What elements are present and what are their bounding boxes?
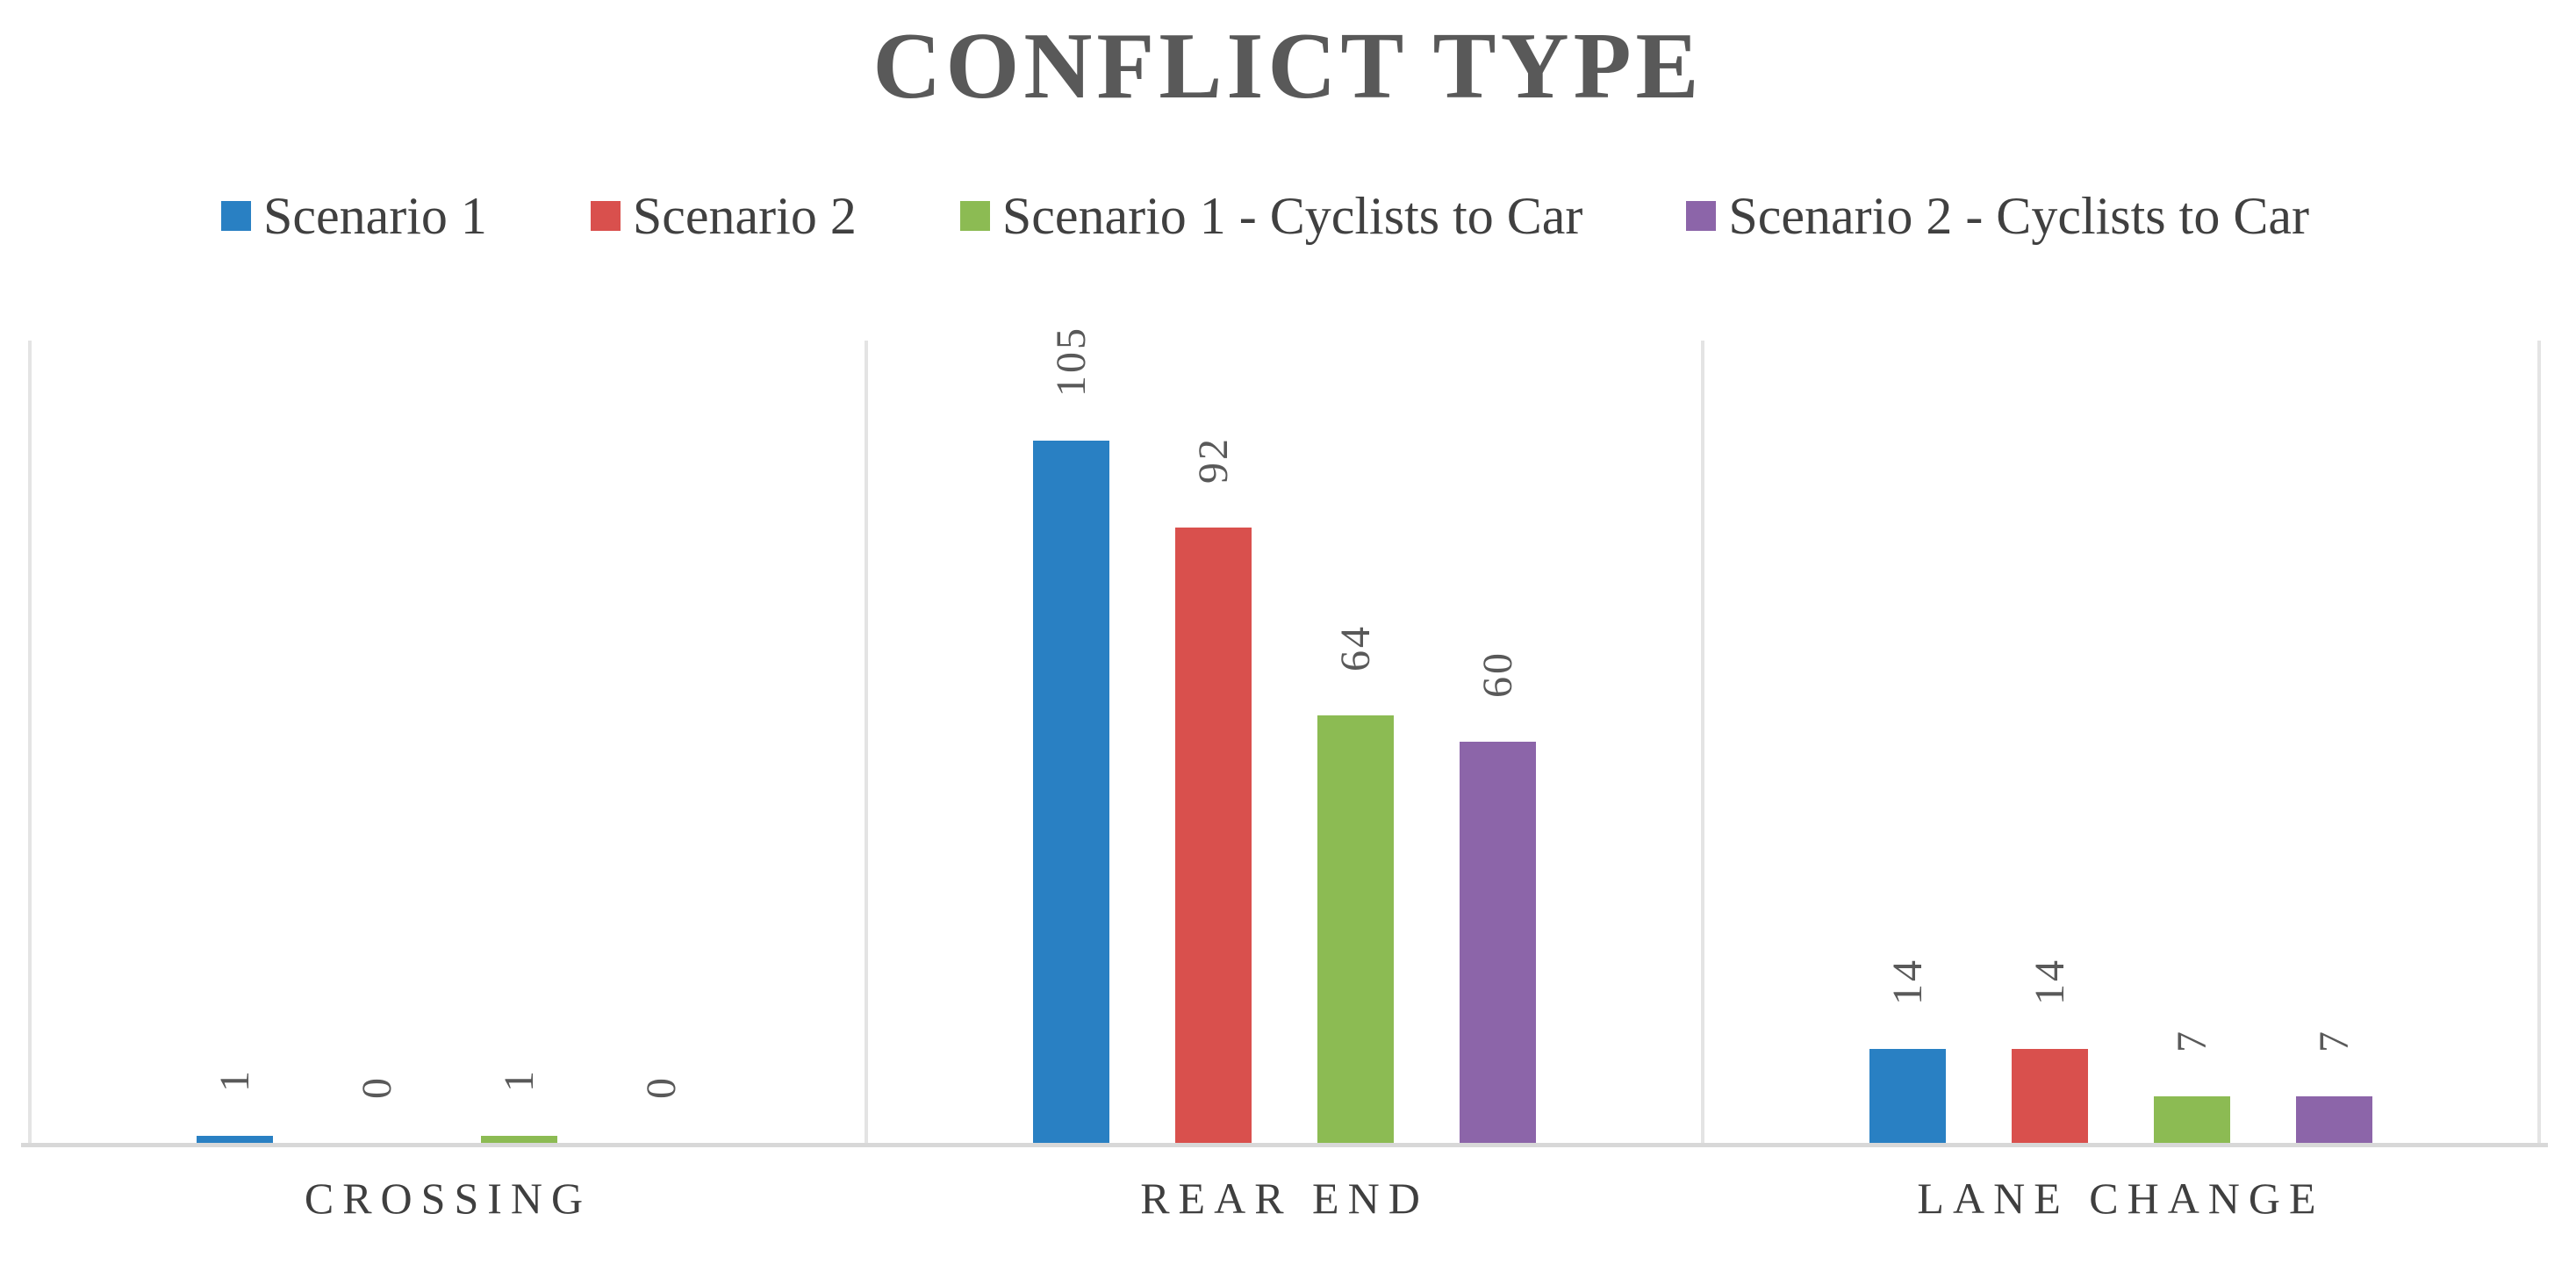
bar-value-label: 0 [353,1075,400,1099]
legend-marker-icon [959,201,990,231]
gridline-vertical [1701,341,1704,1146]
bar [2154,1095,2230,1143]
x-axis-line [21,1143,2548,1147]
bar [1460,742,1536,1143]
bar-value-label: 14 [2026,958,2073,1006]
legend-label: Scenario 2 [632,187,857,245]
bar [481,1136,557,1143]
chart-title: CONFLICT TYPE [872,14,1704,118]
legend-item: Scenario 2 [590,187,857,245]
bar-value-label: 7 [2310,1028,2357,1052]
legend-marker-icon [221,201,251,231]
chart-legend: Scenario 1 Scenario 2 Scenario 1 - Cyclist… [221,187,2309,245]
legend-item: Scenario 1 [221,190,487,242]
bar-value-label: 92 [1189,436,1237,485]
legend-item: Scenario 1 - Cyclists to Car [959,187,1583,245]
legend-marker-icon [590,201,621,231]
bar [197,1136,273,1143]
legend-label: Scenario 1 - Cyclists to Car [1001,187,1583,245]
bar [1317,715,1394,1143]
bar [2296,1095,2372,1143]
bar [1175,528,1252,1143]
bar-value-label: 60 [1474,650,1521,698]
bar-value-label: 0 [637,1075,685,1099]
legend-marker-icon [1686,201,1717,231]
gridline-vertical [28,341,32,1146]
bar-value-label: 1 [211,1068,258,1093]
bar-value-label: 7 [2168,1028,2215,1052]
bar-value-label: 14 [1884,958,1931,1006]
category-label: CROSSING [304,1174,592,1223]
bar [1869,1049,1946,1143]
legend-label: Scenario 1 [263,187,487,245]
bar-value-label: 1 [495,1068,542,1093]
category-label: LANE CHANGE [1917,1174,2325,1223]
bar-value-label: 105 [1047,326,1094,398]
gridline-vertical [2537,341,2541,1146]
category-label: REAR END [1140,1174,1429,1223]
legend-item: Scenario 2 - Cyclists to Car [1686,190,2309,242]
legend-label: Scenario 2 - Cyclists to Car [1728,187,2309,245]
bar-value-label: 64 [1331,623,1379,672]
gridline-vertical [865,341,868,1146]
bar [1033,441,1109,1143]
bar [2012,1049,2088,1143]
